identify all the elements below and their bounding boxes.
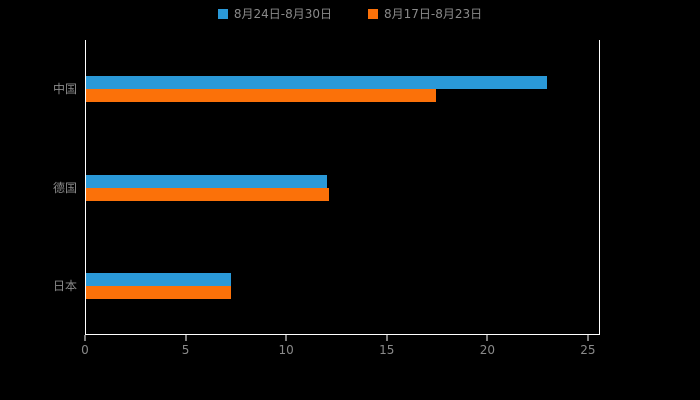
x-axis-tick-label: 10 [278, 343, 294, 357]
legend-item-series-1[interactable]: 8月17日-8月23日 [368, 8, 482, 20]
x-axis-tick-label: 20 [479, 343, 495, 357]
bar-category-0-series-0[interactable] [86, 76, 547, 90]
y-axis-label: 德国 [52, 180, 77, 195]
x-axis-tick [486, 335, 488, 341]
bar-category-0-series-1[interactable] [86, 89, 437, 103]
legend-label: 8月24日-8月30日 [233, 7, 332, 21]
x-axis-line [85, 334, 600, 335]
y-axis-label: 日本 [52, 278, 77, 293]
bar-category-1-series-0[interactable] [86, 174, 328, 188]
x-axis-tick [84, 335, 86, 341]
plot-area: 0 5 10 15 20 25 中国德国日本 [53, 40, 600, 356]
legend-swatch-icon [217, 9, 228, 19]
x-axis-tick-label: 5 [181, 343, 190, 357]
x-axis-tick-label: 15 [379, 343, 395, 357]
x-axis-tick-label: 0 [81, 343, 89, 357]
bar-category-2-series-1[interactable] [86, 285, 231, 299]
x-axis-tick [386, 335, 388, 341]
legend-swatch-icon [368, 9, 378, 19]
bar-category-1-series-1[interactable] [86, 187, 330, 201]
legend-label: 8月17日-8月23日 [384, 7, 483, 21]
x-axis-tick [185, 335, 187, 341]
legend-item-series-0[interactable]: 8月24日-8月30日 [217, 7, 332, 21]
x-axis-tick [587, 335, 589, 341]
y-axis-line [85, 40, 86, 335]
y-axis-label: 中国 [52, 82, 77, 97]
bar-category-2-series-0[interactable] [86, 272, 231, 286]
x-axis-tick-label: 25 [580, 343, 596, 357]
x-axis-tick [285, 335, 287, 341]
plot-right-border [599, 40, 600, 335]
legend: 8月24日-8月30日 8月17日-8月23日 [0, 8, 700, 20]
